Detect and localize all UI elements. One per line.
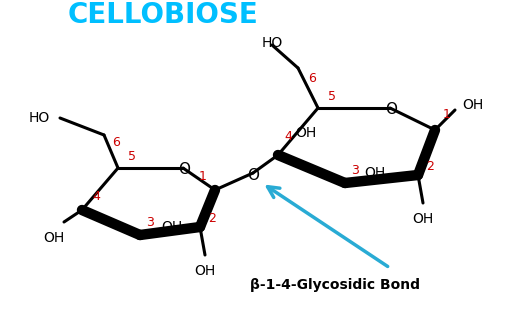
Text: 6: 6 <box>308 71 316 85</box>
Text: OH: OH <box>295 126 316 140</box>
Text: 1: 1 <box>443 108 451 121</box>
Text: OH: OH <box>462 98 484 112</box>
Text: 4: 4 <box>92 189 100 203</box>
Text: HO: HO <box>261 36 283 50</box>
Text: 5: 5 <box>128 150 136 162</box>
Text: HO: HO <box>29 111 50 125</box>
Text: O: O <box>247 167 259 182</box>
Text: 1: 1 <box>199 169 207 182</box>
Text: O: O <box>178 162 190 177</box>
Text: 6: 6 <box>112 137 120 150</box>
Text: 2: 2 <box>426 160 434 174</box>
Text: OH: OH <box>161 220 183 234</box>
Text: CELLOBIOSE: CELLOBIOSE <box>68 1 259 29</box>
Text: 4: 4 <box>284 130 292 144</box>
Text: O: O <box>385 102 397 117</box>
Text: 2: 2 <box>208 212 216 226</box>
Text: β-1-4-Glycosidic Bond: β-1-4-Glycosidic Bond <box>250 278 420 292</box>
Text: 3: 3 <box>146 217 154 229</box>
Text: 3: 3 <box>351 165 359 177</box>
Text: OH: OH <box>44 231 65 245</box>
Text: 5: 5 <box>328 90 336 102</box>
Text: OH: OH <box>365 166 386 180</box>
Text: OH: OH <box>412 212 434 226</box>
Text: OH: OH <box>195 264 216 278</box>
